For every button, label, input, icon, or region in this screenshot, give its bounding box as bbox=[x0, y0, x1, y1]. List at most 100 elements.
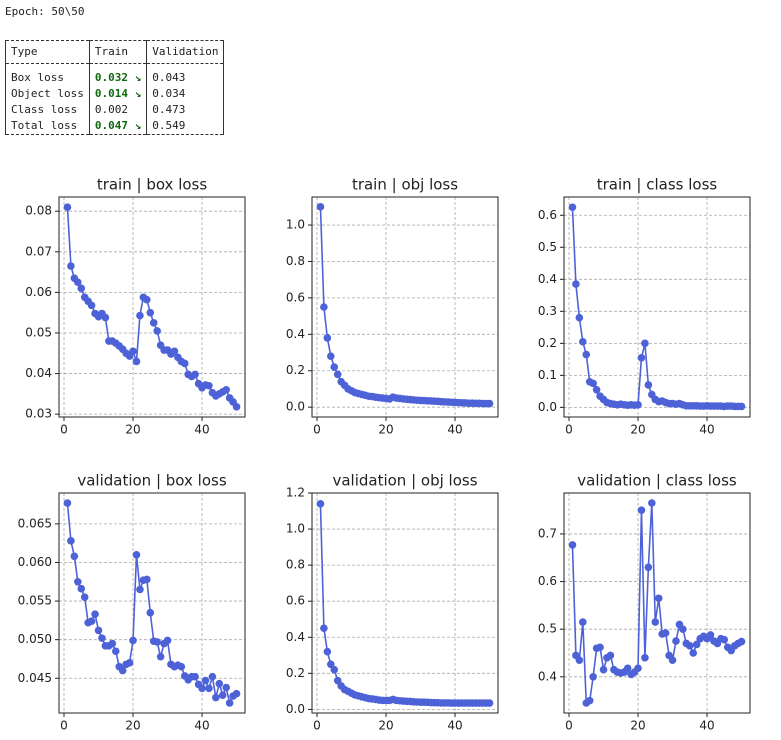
data-point bbox=[170, 347, 179, 356]
data-point bbox=[575, 656, 584, 664]
data-point bbox=[201, 676, 210, 685]
data-point bbox=[225, 699, 234, 707]
data-point bbox=[232, 403, 241, 411]
data-point bbox=[720, 635, 729, 644]
data-point bbox=[215, 679, 224, 688]
y-tick-label: 0.0 bbox=[286, 400, 305, 414]
data-point bbox=[118, 666, 127, 675]
data-point bbox=[634, 401, 642, 409]
y-tick-label: 0.2 bbox=[538, 336, 557, 350]
y-tick-label: 1.2 bbox=[286, 486, 305, 500]
data-point bbox=[80, 593, 89, 602]
x-tick-label: 0 bbox=[565, 719, 573, 733]
data-point bbox=[668, 656, 677, 664]
y-tick-label: 0.0 bbox=[286, 702, 305, 716]
y-tick-label: 0.055 bbox=[18, 594, 52, 608]
data-point bbox=[599, 665, 608, 674]
x-tick-label: 20 bbox=[125, 423, 140, 437]
table-cell: 0.032 ↘ bbox=[88, 63, 148, 86]
data-point bbox=[129, 636, 137, 645]
y-tick-label: 0.05 bbox=[25, 325, 52, 339]
data-point bbox=[320, 624, 328, 633]
data-point bbox=[191, 370, 199, 379]
table-row: Type Train Validation bbox=[5, 40, 225, 64]
data-point bbox=[91, 610, 99, 618]
data-point bbox=[111, 647, 120, 656]
data-point bbox=[634, 664, 642, 673]
data-point bbox=[606, 651, 615, 660]
data-point bbox=[98, 634, 106, 642]
y-tick-label: 0.8 bbox=[286, 254, 305, 268]
y-tick-label: 0.6 bbox=[538, 208, 557, 222]
data-point bbox=[177, 662, 186, 671]
data-point bbox=[572, 280, 580, 288]
data-point bbox=[485, 699, 494, 707]
chart-title: train | obj loss bbox=[352, 176, 458, 194]
y-tick-label: 0.5 bbox=[538, 622, 557, 636]
data-point bbox=[672, 637, 680, 645]
y-tick-label: 0.050 bbox=[18, 632, 52, 646]
data-point bbox=[485, 399, 494, 408]
data-point bbox=[205, 381, 213, 390]
y-tick-label: 0.6 bbox=[286, 594, 305, 608]
data-point bbox=[101, 313, 110, 322]
data-point bbox=[67, 537, 75, 545]
data-point bbox=[153, 638, 161, 646]
data-point bbox=[579, 618, 587, 626]
data-point bbox=[330, 665, 339, 674]
data-point bbox=[316, 203, 325, 211]
table-cell: 0.014 ↘ bbox=[88, 86, 148, 102]
data-point bbox=[74, 577, 82, 586]
data-point bbox=[136, 311, 144, 320]
x-tick-label: 40 bbox=[194, 719, 209, 733]
data-point bbox=[623, 664, 632, 673]
x-tick-label: 40 bbox=[194, 423, 209, 437]
y-tick-label: 0.08 bbox=[25, 204, 52, 218]
plot-frame bbox=[58, 492, 246, 714]
table-cell: 0.047 ↘ bbox=[88, 118, 148, 135]
loss-line bbox=[571, 502, 742, 705]
data-point bbox=[205, 684, 213, 693]
table-cell: Box loss bbox=[5, 63, 90, 86]
data-point bbox=[589, 673, 597, 681]
data-point bbox=[568, 541, 577, 549]
x-tick-label: 20 bbox=[630, 423, 645, 437]
loss-line bbox=[319, 206, 490, 405]
table-row: Box loss 0.032 ↘ 0.043 bbox=[5, 63, 225, 86]
plot-frame bbox=[58, 196, 246, 418]
data-point bbox=[330, 363, 339, 371]
table-cell: 0.473 bbox=[146, 102, 225, 118]
data-point bbox=[333, 370, 342, 379]
data-point bbox=[579, 337, 587, 346]
data-point bbox=[74, 278, 82, 287]
data-point bbox=[661, 629, 670, 637]
y-tick-label: 0.4 bbox=[538, 272, 557, 286]
data-point bbox=[327, 352, 335, 360]
data-point bbox=[648, 499, 656, 507]
data-point bbox=[737, 402, 746, 411]
data-point bbox=[637, 506, 646, 514]
data-point bbox=[143, 575, 151, 584]
data-point bbox=[654, 594, 663, 603]
data-point bbox=[198, 684, 206, 693]
data-point bbox=[132, 357, 141, 366]
data-point bbox=[316, 500, 325, 508]
data-point bbox=[737, 637, 746, 646]
data-point bbox=[63, 499, 72, 507]
data-point bbox=[87, 617, 96, 625]
x-tick-label: 40 bbox=[699, 719, 714, 733]
table-cell: 0.043 bbox=[146, 63, 225, 86]
y-tick-label: 0.06 bbox=[25, 285, 52, 299]
data-point bbox=[129, 347, 137, 356]
x-tick-label: 0 bbox=[60, 719, 68, 733]
x-tick-label: 20 bbox=[378, 423, 393, 437]
data-point bbox=[136, 585, 144, 594]
table-row: Class loss 0.002 0.473 bbox=[5, 102, 225, 118]
data-point bbox=[153, 327, 161, 335]
data-point bbox=[692, 640, 701, 649]
x-tick-label: 0 bbox=[565, 423, 573, 437]
y-tick-label: 0.7 bbox=[538, 526, 557, 540]
table-cell: 0.034 bbox=[146, 86, 225, 102]
data-point bbox=[87, 301, 96, 310]
